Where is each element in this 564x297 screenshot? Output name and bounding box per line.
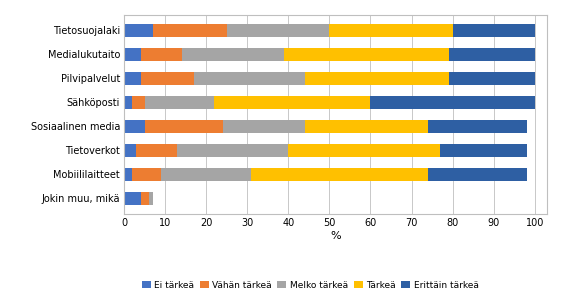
- Bar: [133, 96, 144, 109]
- Bar: [284, 48, 448, 61]
- Bar: [448, 48, 535, 61]
- Bar: [140, 192, 149, 205]
- Bar: [140, 48, 182, 61]
- Bar: [182, 48, 284, 61]
- Bar: [133, 168, 161, 181]
- Bar: [144, 96, 214, 109]
- Bar: [124, 96, 133, 109]
- Bar: [124, 72, 140, 85]
- Bar: [227, 24, 329, 37]
- Bar: [124, 144, 136, 157]
- Bar: [428, 168, 527, 181]
- Bar: [194, 72, 305, 85]
- Bar: [140, 72, 194, 85]
- Legend: Ei tärkeä, Vähän tärkeä, Melko tärkeä, Tärkeä, Erittäin tärkeä: Ei tärkeä, Vähän tärkeä, Melko tärkeä, T…: [142, 280, 479, 290]
- Bar: [149, 192, 153, 205]
- Bar: [371, 96, 535, 109]
- X-axis label: %: %: [331, 231, 341, 241]
- Bar: [161, 168, 252, 181]
- Bar: [144, 120, 223, 133]
- Bar: [440, 144, 527, 157]
- Bar: [252, 168, 428, 181]
- Bar: [124, 168, 133, 181]
- Bar: [305, 120, 428, 133]
- Bar: [124, 24, 153, 37]
- Bar: [124, 192, 140, 205]
- Bar: [448, 72, 535, 85]
- Bar: [124, 120, 144, 133]
- Bar: [136, 144, 178, 157]
- Bar: [223, 120, 305, 133]
- Bar: [214, 96, 371, 109]
- Bar: [305, 72, 448, 85]
- Bar: [124, 48, 140, 61]
- Bar: [153, 24, 227, 37]
- Bar: [453, 24, 535, 37]
- Bar: [178, 144, 288, 157]
- Bar: [428, 120, 527, 133]
- Bar: [329, 24, 453, 37]
- Bar: [288, 144, 440, 157]
